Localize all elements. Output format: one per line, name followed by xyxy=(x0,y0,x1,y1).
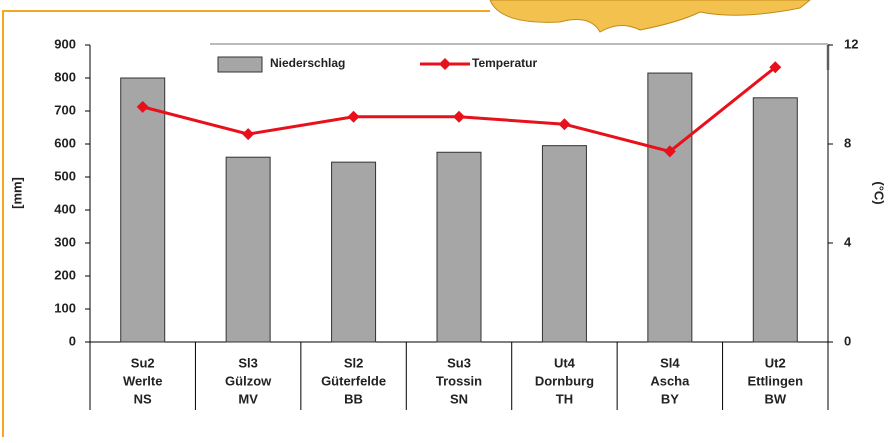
y2-tick-label: 4 xyxy=(844,234,852,249)
bar xyxy=(225,156,271,343)
x-tick-label: Sl3 xyxy=(238,355,258,370)
temperature-point xyxy=(136,100,149,113)
legend-swatch xyxy=(217,56,263,73)
y-tick-label: 0 xyxy=(69,333,76,348)
y2-tick-label: 12 xyxy=(844,36,858,51)
temperature-point xyxy=(769,61,782,74)
bar xyxy=(647,72,693,343)
bar xyxy=(541,145,587,343)
x-tick-label: Ut2 xyxy=(765,355,786,370)
bar xyxy=(331,161,377,343)
decoration xyxy=(489,0,811,33)
x-tick-label: Ettlingen xyxy=(747,373,803,388)
y-tick-label: 700 xyxy=(54,102,76,117)
y2-tick-label: 0 xyxy=(844,333,851,348)
x-tick-label: Gülzow xyxy=(225,373,272,388)
x-tick-label: Dornburg xyxy=(535,373,594,388)
x-tick-label: Werlte xyxy=(123,373,163,388)
y-tick-label: 200 xyxy=(54,267,76,282)
x-tick-label: SN xyxy=(450,391,468,406)
y2-axis-title: (°C) xyxy=(872,181,887,204)
x-tick-label: BY xyxy=(661,391,679,406)
y-tick-label: 400 xyxy=(54,201,76,216)
x-tick-label: Sl2 xyxy=(344,355,364,370)
y-tick-label: 800 xyxy=(54,69,76,84)
y-tick-label: 100 xyxy=(54,300,76,315)
bar xyxy=(120,77,166,343)
x-tick-label: MV xyxy=(238,391,258,406)
y-tick-label: 900 xyxy=(54,36,76,51)
temperature-point xyxy=(347,110,360,123)
y2-tick-label: 8 xyxy=(844,135,851,150)
x-tick-label: Sl4 xyxy=(660,355,680,370)
x-tick-label: Ut4 xyxy=(554,355,576,370)
y-axis-title: [mm] xyxy=(9,177,24,209)
bar xyxy=(436,151,482,343)
y-tick-label: 600 xyxy=(54,135,76,150)
temperature-point xyxy=(663,145,676,158)
x-tick-label: Ascha xyxy=(650,373,690,388)
x-tick-label: BW xyxy=(764,391,786,406)
frame xyxy=(2,10,490,437)
y-tick-label: 500 xyxy=(54,168,76,183)
legend-swatch xyxy=(439,58,451,70)
temperature-point xyxy=(453,110,465,123)
legend-label: Temperatur xyxy=(472,56,537,70)
bar xyxy=(752,97,798,343)
x-tick-label: Trossin xyxy=(436,373,482,388)
y-tick-label: 300 xyxy=(54,234,76,249)
legend-label: Niederschlag xyxy=(270,56,345,70)
x-tick-label: NS xyxy=(134,391,152,406)
x-tick-label: Su2 xyxy=(131,355,155,370)
temperature-point xyxy=(558,118,571,131)
x-tick-label: BB xyxy=(344,391,363,406)
temperature-point xyxy=(242,128,255,141)
x-tick-label: TH xyxy=(556,391,573,406)
x-tick-label: Su3 xyxy=(447,355,471,370)
x-tick-label: Güterfelde xyxy=(321,373,386,388)
